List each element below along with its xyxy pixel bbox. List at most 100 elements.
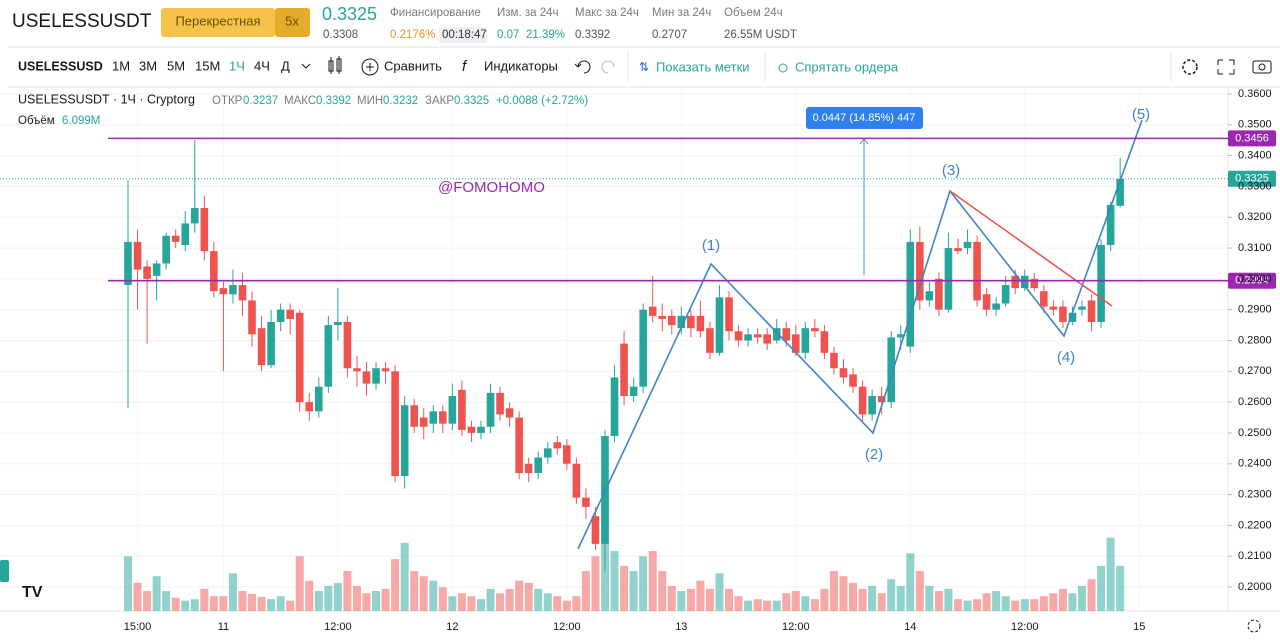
candle-body — [477, 426, 485, 433]
price-tag-label: 0.3456 — [1235, 132, 1269, 144]
candle-body — [276, 309, 285, 323]
volume-bar — [629, 571, 638, 611]
volume-bar — [868, 585, 877, 611]
fx-icon[interactable]: f — [462, 58, 468, 75]
candle-body — [725, 297, 733, 332]
chevron[interactable] — [301, 63, 311, 69]
undo[interactable] — [574, 60, 591, 74]
volume-bar — [1001, 596, 1010, 611]
volume-bar — [753, 599, 762, 611]
volume-bar — [925, 585, 934, 611]
interval[interactable]: 15М — [195, 58, 220, 73]
candle-body — [200, 208, 209, 252]
redo[interactable] — [601, 60, 615, 74]
volume-bar — [877, 593, 886, 611]
volume-bar — [257, 596, 266, 611]
candle-body — [257, 328, 266, 366]
show-marks[interactable]: Показать метки — [656, 59, 750, 74]
volume-bar — [457, 593, 466, 611]
legend-value: 0.3237 — [243, 95, 278, 107]
toolbar-symbol[interactable]: USELESSUSD — [18, 59, 103, 73]
margin-badge[interactable] — [161, 8, 275, 37]
wave-drawing[interactable] — [577, 119, 1143, 550]
volume-bar — [381, 588, 390, 611]
fullscreen[interactable] — [1217, 59, 1235, 75]
volume-bar — [324, 585, 333, 611]
candle-body — [219, 288, 228, 295]
candle-body — [162, 235, 170, 264]
interval[interactable]: 5М — [167, 58, 185, 73]
candle-body — [238, 285, 247, 301]
side-tab[interactable] — [0, 560, 9, 582]
stat-value: 0.3392 — [575, 29, 610, 41]
measure-box — [806, 107, 923, 129]
interval[interactable]: 3М — [139, 58, 157, 73]
legend-title: USELESSUSDT · 1Ч · Cryptorg — [18, 92, 195, 106]
candle-body — [877, 395, 886, 403]
screenshot — [1258, 63, 1266, 71]
volume-bar — [286, 600, 295, 611]
x-tick-label: 12:00 — [553, 621, 581, 633]
x-tick-label: 12:00 — [1011, 621, 1039, 633]
y-tick-label: 0.2800 — [1238, 334, 1272, 346]
interval[interactable]: 1Ч — [229, 58, 245, 73]
volume-value: 6.099M — [62, 115, 100, 127]
volume-bar — [238, 591, 247, 611]
grid — [0, 88, 1232, 611]
interval[interactable]: 4Ч — [254, 58, 270, 73]
candle-icon[interactable] — [328, 56, 342, 74]
compare[interactable]: Сравнить — [384, 58, 442, 73]
candles — [124, 140, 1124, 572]
candle-body — [467, 426, 476, 433]
volume-bar — [1097, 565, 1106, 611]
volume-bar — [982, 593, 991, 611]
symbol: USELESSUSDT — [12, 11, 152, 32]
volume-bar — [515, 580, 524, 611]
volume-bar — [124, 556, 132, 611]
plus-icon[interactable] — [361, 58, 379, 76]
candle-body — [916, 241, 924, 301]
volume-bar — [667, 585, 676, 611]
volume-bar — [572, 596, 581, 611]
volume-bar — [305, 580, 314, 611]
orders-icon — [778, 63, 788, 73]
y-tick-label: 0.2300 — [1238, 488, 1272, 500]
hide-orders[interactable]: Спрятать ордера — [795, 59, 899, 74]
candle-body — [1078, 306, 1086, 310]
stat-value: 0.2176% — [390, 29, 435, 41]
volume-bar — [801, 596, 810, 611]
interval[interactable]: Д — [281, 58, 290, 73]
trend-line[interactable] — [949, 190, 1113, 307]
volume-bar — [1049, 593, 1058, 611]
volume-bar — [639, 556, 648, 611]
interval[interactable]: 1М — [112, 58, 130, 73]
volume-bar — [476, 599, 485, 611]
candle-body — [133, 241, 142, 270]
candle-body — [334, 322, 342, 326]
candle-body — [1106, 204, 1115, 245]
axis-settings[interactable] — [1247, 619, 1261, 633]
indicators[interactable]: Индикаторы — [484, 58, 558, 73]
screenshot[interactable] — [1252, 60, 1272, 74]
volume-bar — [1039, 596, 1048, 611]
x-tick-label: 11 — [218, 621, 229, 633]
volume-bar — [658, 571, 667, 611]
volume-bar — [696, 580, 705, 611]
candle-body — [1030, 278, 1039, 289]
candle-body — [620, 343, 628, 396]
leverage-badge[interactable] — [275, 8, 310, 37]
volume-bar — [391, 559, 400, 611]
candle-body — [190, 208, 199, 224]
y-tick-label: 0.3100 — [1238, 242, 1272, 254]
legend-label: МАКС — [284, 95, 316, 107]
settings[interactable] — [1182, 59, 1198, 75]
logo: TV — [22, 584, 43, 601]
price-tag — [1228, 170, 1276, 187]
x-tick-label: 15:00 — [124, 621, 152, 633]
y-tick-label: 0.2100 — [1238, 550, 1272, 562]
candle-body — [1001, 285, 1010, 304]
candle-body — [391, 371, 399, 477]
candle-body — [639, 309, 647, 387]
volume-bar — [973, 599, 982, 611]
x-tick-label: 12:00 — [324, 621, 352, 633]
